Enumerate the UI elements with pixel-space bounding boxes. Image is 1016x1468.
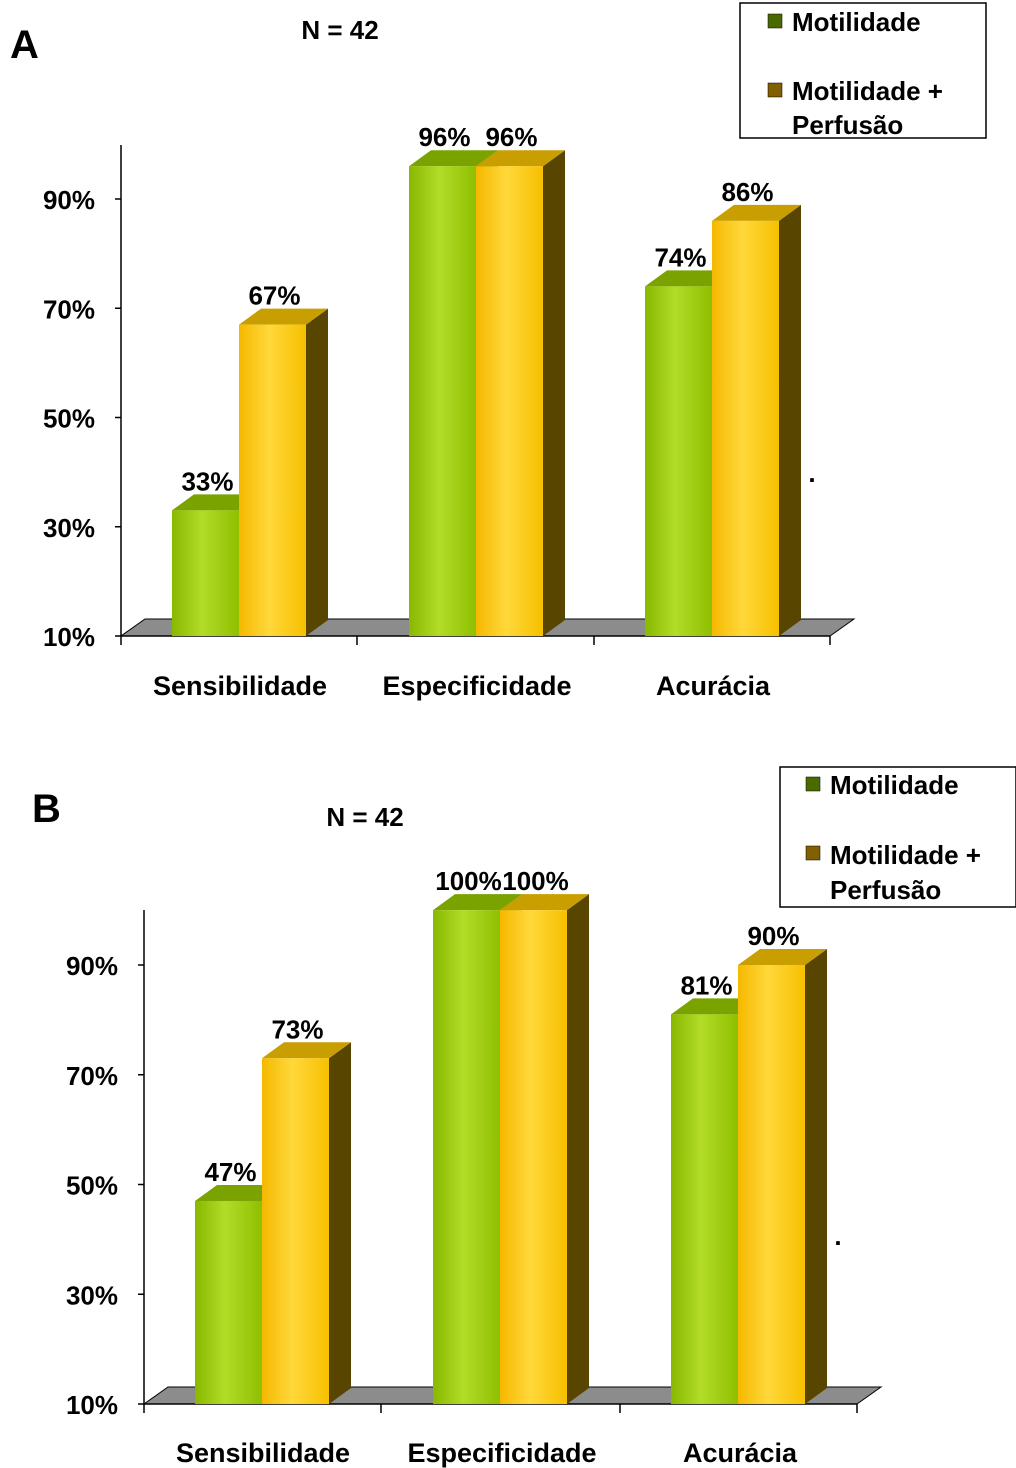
x-category-label: Especificidade [407, 1438, 596, 1468]
bar-front [671, 1014, 738, 1404]
sample-size-label: N = 42 [301, 15, 378, 45]
y-tick-label: 10% [66, 1390, 118, 1420]
legend-swatch [805, 845, 821, 861]
x-category-label: Acurácia [683, 1438, 798, 1468]
bar-side [567, 894, 589, 1404]
bar-front [738, 965, 805, 1404]
y-tick-label: 50% [43, 404, 95, 434]
y-tick-label: 30% [43, 513, 95, 543]
y-tick-label: 30% [66, 1280, 118, 1310]
bar-front [172, 510, 239, 636]
legend-swatch [767, 13, 783, 29]
panel-letter: A [10, 23, 39, 67]
legend-swatch [805, 776, 821, 792]
data-label: 96% [418, 122, 470, 152]
legend-label: Motilidade + [830, 840, 981, 870]
y-tick-label: 90% [66, 951, 118, 981]
legend-swatch [767, 82, 783, 98]
bar [476, 150, 565, 636]
y-tick-label: 10% [43, 622, 95, 652]
bar-front [262, 1058, 329, 1404]
data-label: 73% [271, 1014, 323, 1044]
bar-top [195, 1184, 284, 1201]
bar-front [239, 324, 306, 636]
data-label: 96% [485, 122, 537, 152]
data-label: 81% [680, 970, 732, 1000]
x-category-label: Sensibilidade [176, 1438, 350, 1468]
legend-label: Motilidade [830, 770, 959, 800]
data-label: 100% [435, 866, 502, 896]
bar-front [476, 166, 543, 636]
data-label: 33% [181, 466, 233, 496]
bar-top [671, 998, 760, 1015]
legend-label: Perfusão [830, 875, 941, 905]
bar-front [645, 286, 712, 636]
annotation-dot: . [834, 1221, 841, 1251]
bar-front [195, 1200, 262, 1404]
bar-side [543, 150, 565, 636]
bar-top [433, 894, 522, 911]
bar-top [645, 270, 734, 287]
y-tick-label: 70% [43, 294, 95, 324]
bar-front [712, 220, 779, 636]
bar-front [500, 910, 567, 1404]
bar-top [738, 949, 827, 965]
bar-side [329, 1042, 351, 1404]
bar-side [306, 308, 328, 636]
data-label: 100% [502, 866, 569, 896]
bar-front [433, 910, 500, 1404]
annotation-dot: . [808, 458, 815, 488]
y-tick-label: 70% [66, 1061, 118, 1091]
data-label: 47% [204, 1157, 256, 1187]
chart-panel-a: A N = 42 10% 30% 50% 70% 90% 33% 67% 96% 96% 74% 86%… [10, 2, 987, 701]
data-label: 74% [654, 242, 706, 272]
bar [262, 1042, 351, 1404]
bar [712, 204, 801, 636]
bar [239, 308, 328, 636]
sample-size-label: N = 42 [326, 802, 403, 832]
x-category-label: Sensibilidade [153, 671, 327, 701]
bar-top [500, 894, 589, 911]
chart-panel-b: B N = 42 10% 30% 50% 70% 90% 47% 73% 100% 100% 81% 9… [32, 766, 1016, 1468]
bar [738, 949, 827, 1404]
legend-label: Perfusão [792, 110, 903, 140]
x-category-label: Acurácia [656, 671, 771, 701]
bar-top [476, 150, 565, 167]
bar-top [409, 150, 498, 167]
bar-top [712, 204, 801, 221]
legend: Motilidade Motilidade + Perfusão [739, 2, 987, 140]
bar-front [409, 166, 476, 636]
panel-letter: B [32, 787, 61, 831]
bar-top [262, 1042, 351, 1059]
legend-label: Motilidade + [792, 76, 943, 106]
bar-top [239, 308, 328, 325]
x-category-label: Especificidade [382, 671, 571, 701]
data-label: 86% [721, 177, 773, 207]
data-label: 90% [747, 921, 799, 951]
legend-label: Motilidade [792, 7, 921, 37]
y-tick-label: 90% [43, 185, 95, 215]
bar [500, 894, 589, 1404]
bar-side [779, 204, 801, 636]
legend: Motilidade Motilidade + Perfusão [779, 766, 1016, 908]
bar-top [172, 494, 261, 511]
bar-side [805, 949, 827, 1404]
y-tick-label: 50% [66, 1171, 118, 1201]
data-label: 67% [248, 281, 300, 311]
